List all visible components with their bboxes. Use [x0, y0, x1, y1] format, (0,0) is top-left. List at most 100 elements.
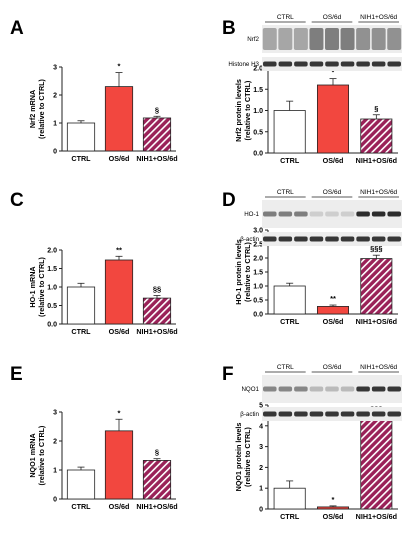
bar-3 [142, 117, 172, 152]
significance-label: * [332, 68, 335, 77]
blot-band [387, 211, 401, 217]
blot-band [325, 386, 339, 392]
category-label: CTRL [280, 512, 300, 521]
y-tick-label: 1.0 [253, 284, 263, 291]
blot-band [371, 411, 386, 417]
category-label: NIH1+OS/6d [136, 327, 177, 336]
significance-label: * [118, 62, 121, 71]
bar-1 [273, 487, 306, 510]
blot-smear [309, 28, 324, 50]
y-axis-label-line: (relative to CTRL) [37, 256, 46, 317]
y-tick-label: 1.5 [253, 270, 263, 277]
category-label: OS/6d [323, 317, 344, 326]
significance-label: § [374, 104, 378, 113]
blot-band [340, 411, 355, 417]
blot-band [263, 386, 277, 392]
blot-band [356, 211, 370, 217]
significance-label: § [155, 105, 159, 114]
blot-group-label: NIH1+OS/6d [360, 14, 397, 21]
y-axis-label: NQO1 mRNA(relative to CTRL) [28, 425, 46, 486]
blot-smear [371, 28, 386, 50]
bar-2 [316, 84, 349, 154]
bar-1 [66, 122, 96, 152]
y-axis-label-line: (relative to CTRL) [243, 426, 252, 487]
significance-label: ** [330, 294, 336, 303]
y-axis-label: HO-1 protein levels(relative to CTRL) [234, 239, 252, 305]
blot-band [278, 411, 293, 417]
y-tick-label: 1 [53, 468, 57, 475]
blot-band [309, 61, 324, 67]
panel-letter-e: E [10, 364, 23, 385]
blot-band [294, 236, 308, 242]
y-tick-label: 3 [53, 65, 57, 72]
blot-band [263, 236, 277, 242]
panel-letter-f: F [222, 364, 234, 385]
y-tick-label: 3 [259, 444, 263, 451]
y-axis-label-line: (relative to CTRL) [37, 78, 46, 139]
significance-label: §§§ [370, 244, 383, 253]
blot-band [356, 236, 370, 242]
y-axis-label: NQO1 protein levels(relative to CTRL) [234, 423, 252, 492]
y-axis-label: Nrf2 mRNA(relative to CTRL) [28, 78, 46, 139]
y-tick-label: 1.0 [47, 285, 57, 292]
category-label: OS/6d [109, 154, 130, 163]
y-tick-label: 0 [53, 497, 57, 504]
y-axis-label: HO-1 mRNA(relative to CTRL) [28, 256, 46, 317]
y-tick-label: 0.0 [47, 322, 57, 329]
category-label: NIH1+OS/6d [356, 512, 397, 521]
y-axis-label-line: Nrf2 protein levels [234, 79, 243, 142]
y-tick-label: 0.0 [253, 151, 263, 158]
panel-letter-a: A [10, 18, 24, 39]
blot-row-label: Nrf2 [247, 36, 259, 43]
blot-band [371, 211, 386, 217]
bar-1 [66, 286, 96, 325]
panel-letter-d: D [222, 190, 236, 211]
category-label: NIH1+OS/6d [356, 317, 397, 326]
y-tick-label: 0.0 [253, 312, 263, 319]
y-axis-label-line: (relative to CTRL) [243, 241, 252, 302]
chart-panel-f: 0 1 2 3 4 5 NQO1 protein levels(relative to CT… [234, 397, 398, 521]
blot-panel-b: CTRL OS/6d NIH1+OS/6d Nrf2 Histone H3 [228, 14, 402, 71]
y-tick-label: 1.0 [253, 108, 263, 115]
category-label: CTRL [71, 327, 91, 336]
blot-band [325, 411, 339, 417]
blot-band [309, 236, 324, 242]
blot-group-label: NIH1+OS/6d [360, 364, 397, 371]
blot-band [263, 411, 277, 417]
category-label: NIH1+OS/6d [136, 502, 177, 511]
y-tick-label: 2 [259, 465, 263, 472]
bar-2 [104, 430, 134, 500]
blot-band [278, 211, 293, 217]
blot-row-label: Histone H3 [228, 61, 259, 68]
chart-panel-e: 0 1 2 3 NQO1 mRNA(relative to CTRL) CTRL * OS/6… [28, 408, 178, 511]
blot-smear [262, 28, 277, 50]
blot-band [340, 236, 355, 242]
y-axis-label-line: HO-1 protein levels [234, 239, 243, 305]
bar-1 [273, 285, 306, 315]
y-tick-label: 2.0 [253, 66, 263, 73]
blot-band [263, 211, 277, 217]
blot-smear [325, 28, 339, 50]
y-tick-label: 4 [259, 423, 263, 430]
blot-group-label: CTRL [277, 189, 294, 196]
blot-smear [340, 28, 355, 50]
blot-band [371, 236, 386, 242]
y-axis-label-line: NQO1 protein levels [234, 423, 243, 492]
y-tick-label: 2 [53, 439, 57, 446]
blot-band [309, 211, 324, 217]
bar-2 [316, 506, 349, 510]
bar-1 [66, 469, 96, 500]
blot-row-label: β-actin [240, 411, 259, 418]
y-tick-label: 1 [53, 121, 57, 128]
y-axis-label-line: (relative to CTRL) [37, 425, 46, 486]
blot-band [309, 411, 324, 417]
blot-smear [387, 28, 402, 50]
blot-band [325, 236, 339, 242]
blot-band [387, 236, 401, 242]
bar-3 [360, 118, 393, 154]
bar-2 [104, 86, 134, 152]
blot-band [371, 386, 386, 392]
y-axis-label-line: NQO1 mRNA [28, 433, 37, 477]
blot-band [340, 61, 355, 67]
blot-band [278, 236, 293, 242]
